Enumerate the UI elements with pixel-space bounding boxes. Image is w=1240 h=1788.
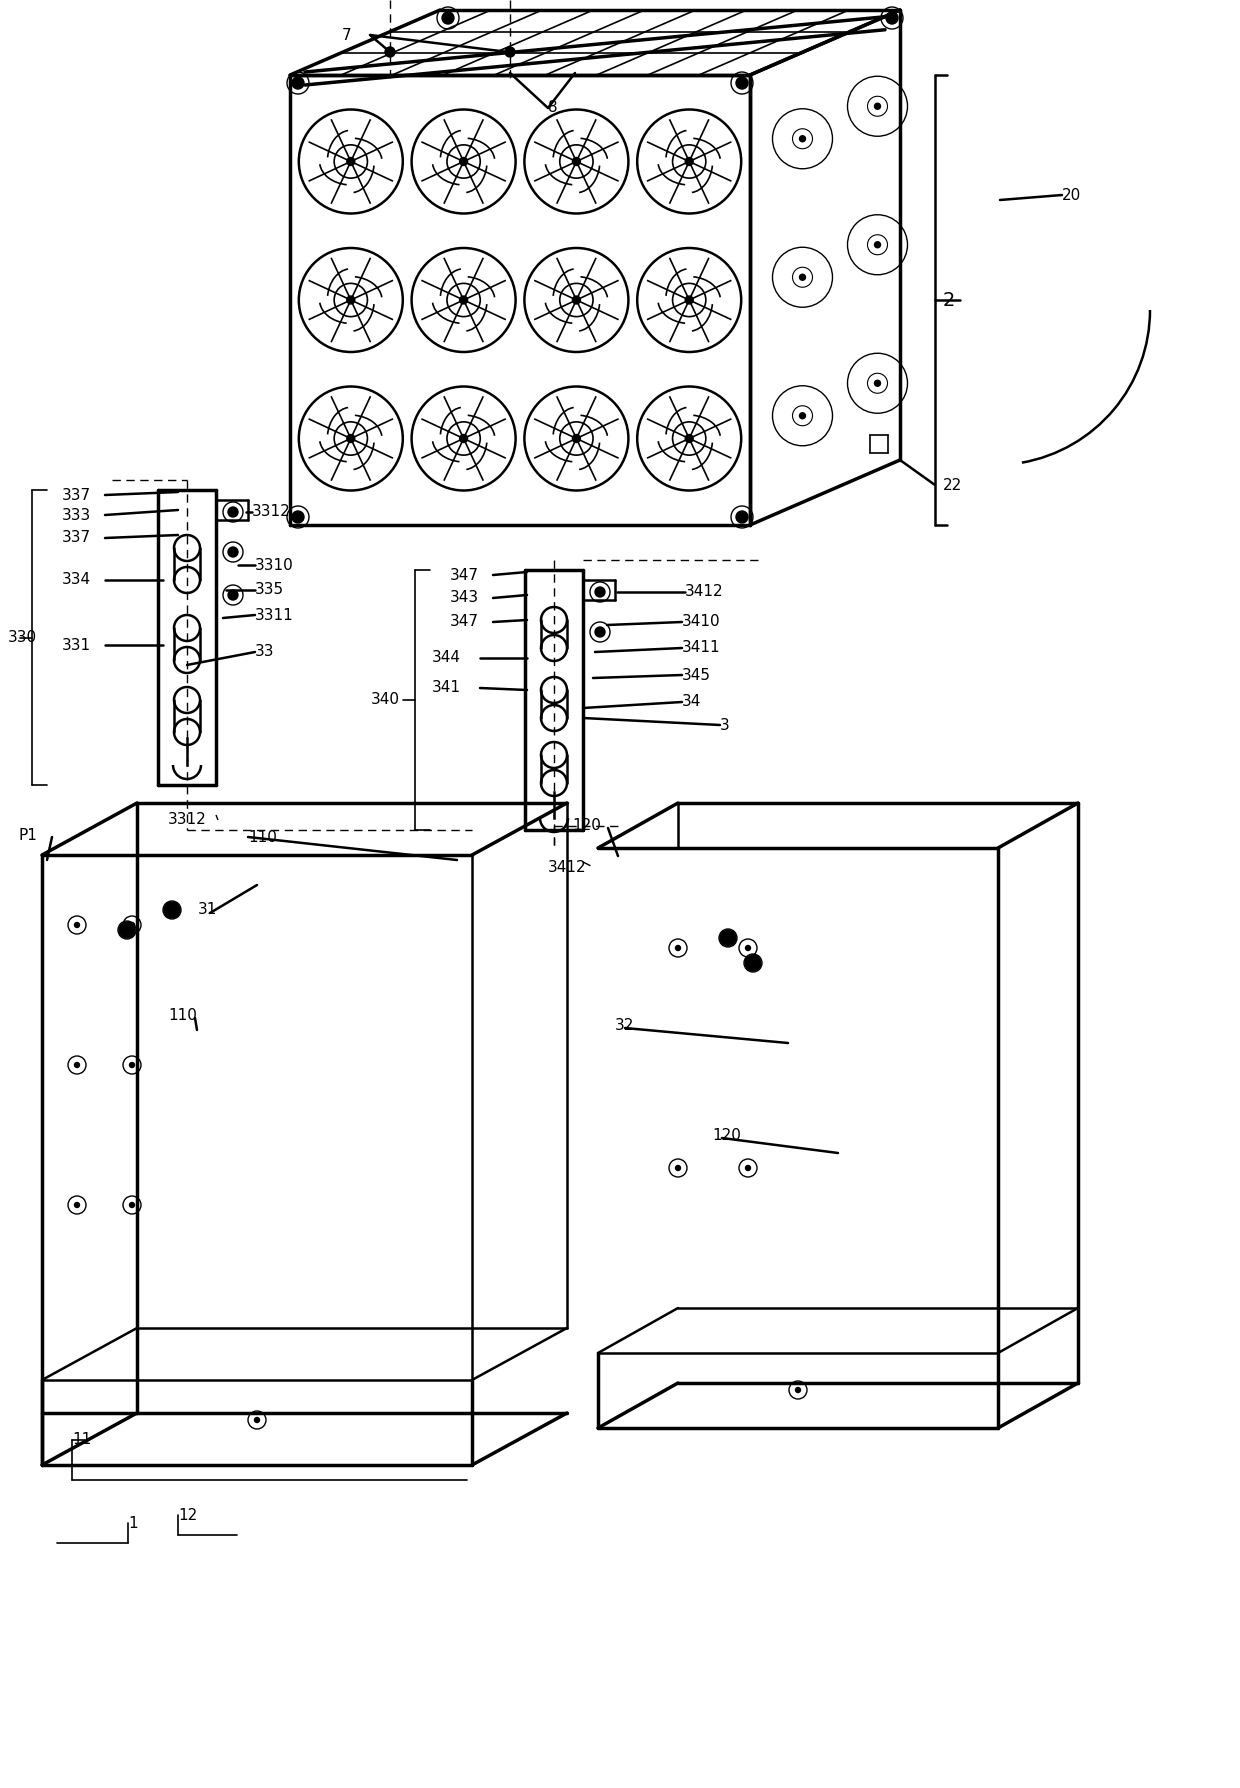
Text: 3312: 3312	[167, 812, 207, 828]
Text: 3: 3	[720, 717, 730, 733]
Circle shape	[347, 157, 355, 166]
Circle shape	[291, 511, 304, 524]
Text: 110: 110	[167, 1007, 197, 1023]
Circle shape	[291, 77, 304, 89]
Circle shape	[800, 274, 806, 281]
Text: 12: 12	[179, 1507, 197, 1523]
Text: 347: 347	[450, 567, 479, 583]
Text: 34: 34	[682, 694, 702, 710]
Text: P1: P1	[19, 828, 37, 842]
Circle shape	[796, 1387, 801, 1393]
Text: 32: 32	[615, 1019, 635, 1033]
Text: 20: 20	[1061, 188, 1081, 202]
Circle shape	[686, 157, 693, 166]
Text: 120: 120	[572, 819, 601, 833]
Text: 7: 7	[342, 27, 352, 43]
Circle shape	[874, 104, 880, 109]
Circle shape	[800, 413, 806, 418]
Circle shape	[460, 157, 467, 166]
Circle shape	[441, 13, 454, 23]
Text: 31: 31	[198, 903, 217, 917]
Circle shape	[505, 46, 515, 57]
Circle shape	[129, 923, 134, 928]
Text: 344: 344	[432, 651, 461, 665]
Circle shape	[460, 434, 467, 442]
Text: 334: 334	[62, 572, 91, 588]
Circle shape	[800, 136, 806, 141]
Text: 11: 11	[72, 1432, 92, 1448]
Circle shape	[129, 1062, 134, 1067]
Circle shape	[573, 434, 580, 442]
Text: 8: 8	[548, 100, 558, 116]
Circle shape	[74, 1203, 79, 1207]
Circle shape	[595, 586, 605, 597]
Text: 331: 331	[62, 638, 91, 653]
Circle shape	[745, 1166, 750, 1171]
Circle shape	[228, 590, 238, 601]
Text: 337: 337	[62, 531, 91, 545]
Circle shape	[745, 946, 750, 951]
Circle shape	[347, 434, 355, 442]
Circle shape	[119, 923, 135, 939]
Circle shape	[720, 930, 737, 946]
Circle shape	[686, 434, 693, 442]
Circle shape	[874, 241, 880, 249]
Circle shape	[254, 1418, 259, 1423]
Text: 110: 110	[248, 830, 277, 844]
Text: 3412: 3412	[684, 585, 724, 599]
Text: 341: 341	[432, 681, 461, 696]
Text: 340: 340	[371, 692, 401, 708]
Text: 2: 2	[942, 290, 955, 309]
Text: 3411: 3411	[682, 640, 720, 656]
Text: 22: 22	[942, 477, 962, 492]
Circle shape	[874, 381, 880, 386]
Text: 3312: 3312	[252, 504, 290, 520]
Circle shape	[74, 923, 79, 928]
Text: 345: 345	[682, 667, 711, 683]
Text: 3410: 3410	[682, 615, 720, 629]
Text: 120: 120	[712, 1128, 740, 1144]
Circle shape	[676, 1166, 681, 1171]
Text: 330: 330	[7, 631, 37, 645]
Circle shape	[164, 901, 180, 917]
Circle shape	[737, 511, 748, 524]
Text: 3311: 3311	[255, 608, 294, 622]
Circle shape	[686, 297, 693, 304]
Circle shape	[676, 946, 681, 951]
Circle shape	[460, 297, 467, 304]
Text: 337: 337	[62, 488, 91, 502]
Text: 3412: 3412	[548, 860, 587, 876]
Circle shape	[384, 46, 396, 57]
Circle shape	[745, 955, 761, 971]
Text: 1: 1	[128, 1516, 138, 1531]
Circle shape	[74, 1062, 79, 1067]
Text: 343: 343	[450, 590, 479, 606]
Text: 333: 333	[62, 508, 92, 522]
Text: 347: 347	[450, 615, 479, 629]
Circle shape	[737, 77, 748, 89]
Circle shape	[573, 157, 580, 166]
Circle shape	[228, 508, 238, 517]
Text: 335: 335	[255, 583, 284, 597]
Circle shape	[573, 297, 580, 304]
Circle shape	[129, 1203, 134, 1207]
Circle shape	[595, 628, 605, 637]
Circle shape	[347, 297, 355, 304]
Circle shape	[887, 13, 898, 23]
Text: 3310: 3310	[255, 558, 294, 572]
Text: 33: 33	[255, 644, 274, 660]
Circle shape	[228, 547, 238, 558]
